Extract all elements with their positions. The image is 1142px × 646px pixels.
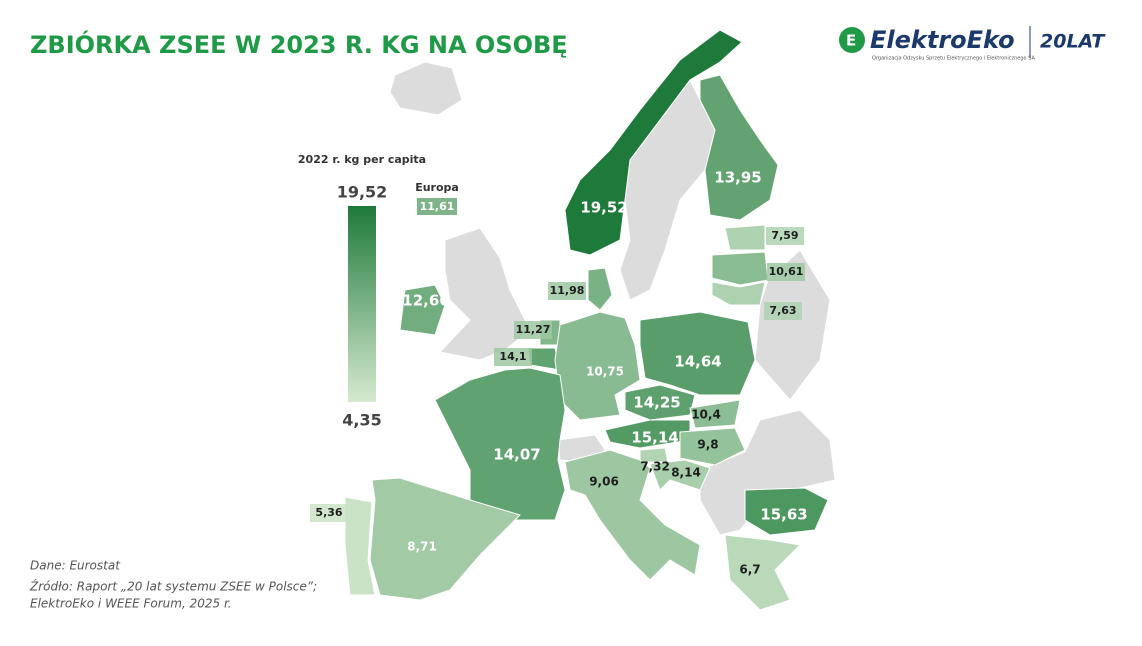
label-box	[494, 348, 532, 366]
label-box	[310, 504, 348, 522]
country	[434, 367, 566, 521]
country	[711, 251, 769, 286]
country-labels: 19,52 13,95 7,59 10,61 7,63 11,98 11,27 14,1 12,…	[310, 169, 808, 577]
legend-max: 19,52	[337, 183, 388, 202]
legend-min: 4,35	[342, 411, 381, 430]
label-box	[767, 263, 805, 281]
country-value: 10,75	[586, 365, 624, 379]
label-box	[548, 282, 586, 300]
label-box	[766, 227, 804, 245]
label-box	[514, 321, 552, 339]
country-value: 11,98	[550, 284, 585, 297]
country-value: 6,7	[739, 563, 760, 577]
east	[754, 249, 831, 401]
country-value: 5,36	[315, 506, 342, 519]
country	[399, 284, 446, 336]
country-value: 8,71	[407, 540, 437, 554]
country-value: 11,27	[516, 323, 551, 336]
country	[724, 224, 766, 251]
balkans-east	[699, 409, 836, 536]
country	[724, 534, 802, 611]
country	[564, 449, 701, 581]
logo-text: ElektroEko	[870, 26, 1015, 54]
uk	[439, 227, 531, 361]
country-value: 7,59	[771, 229, 798, 242]
country-value: 9,8	[697, 438, 718, 452]
country-value: 19,52	[580, 199, 627, 217]
countries	[344, 29, 829, 611]
country	[711, 281, 766, 306]
logo-icon	[839, 27, 865, 53]
logo-icon-letter: E	[846, 32, 856, 50]
label-box	[764, 302, 802, 320]
country	[744, 487, 829, 536]
country-value: 10,61	[769, 265, 804, 278]
country	[649, 459, 711, 491]
country-value: 8,14	[671, 466, 701, 480]
country-value: 10,4	[691, 408, 721, 422]
source-line: ElektroEko i WEEE Forum, 2025 r.	[30, 597, 232, 611]
country-value: 12,66	[402, 292, 449, 310]
country-value: 7,63	[769, 304, 796, 317]
page-title: ZBIÓRKA ZSEE W 2023 R. KG NA OSOBĘ	[30, 29, 568, 59]
country-value: 14,07	[493, 446, 540, 464]
europe-title: Europa	[415, 181, 459, 194]
country	[639, 311, 756, 396]
europe-box	[417, 198, 457, 215]
legend-gradient	[348, 206, 376, 402]
no-data-countries	[389, 61, 836, 536]
logo-anniversary: 20LAT	[1040, 31, 1106, 53]
legend: 2022 r. kg per capita 19,52 4,35 Europa …	[298, 153, 459, 430]
legend-title: 2022 r. kg per capita	[298, 153, 426, 166]
country-value: 15,14	[631, 429, 678, 447]
sweden	[619, 79, 716, 301]
logo-subtitle: Organizacja Odzysku Sprzętu Elektryczneg…	[872, 56, 1035, 62]
country-value: 14,1	[499, 350, 526, 363]
country-value: 14,25	[633, 394, 680, 412]
country-value: 14,64	[674, 353, 721, 371]
source-line: Źródło: Raport „20 lat systemu ZSEE w Po…	[29, 579, 317, 594]
data-source: Dane: Eurostat	[30, 559, 121, 573]
country	[624, 384, 696, 421]
iceland	[389, 61, 463, 116]
country-value: 13,95	[714, 169, 761, 187]
country	[679, 427, 746, 466]
europe-value: 11,61	[420, 200, 455, 213]
country	[587, 267, 613, 311]
country-value: 7,32	[640, 460, 670, 474]
country-value: 15,63	[760, 506, 807, 524]
country-value: 9,06	[589, 475, 619, 489]
country	[689, 399, 741, 429]
country	[564, 29, 743, 256]
country	[344, 496, 376, 596]
country	[369, 477, 521, 601]
country	[699, 74, 779, 221]
footer: Dane: Eurostat Źródło: Raport „20 lat sy…	[29, 559, 317, 611]
logo: E ElektroEko 20LAT Organizacja Odzysku S…	[839, 26, 1106, 62]
